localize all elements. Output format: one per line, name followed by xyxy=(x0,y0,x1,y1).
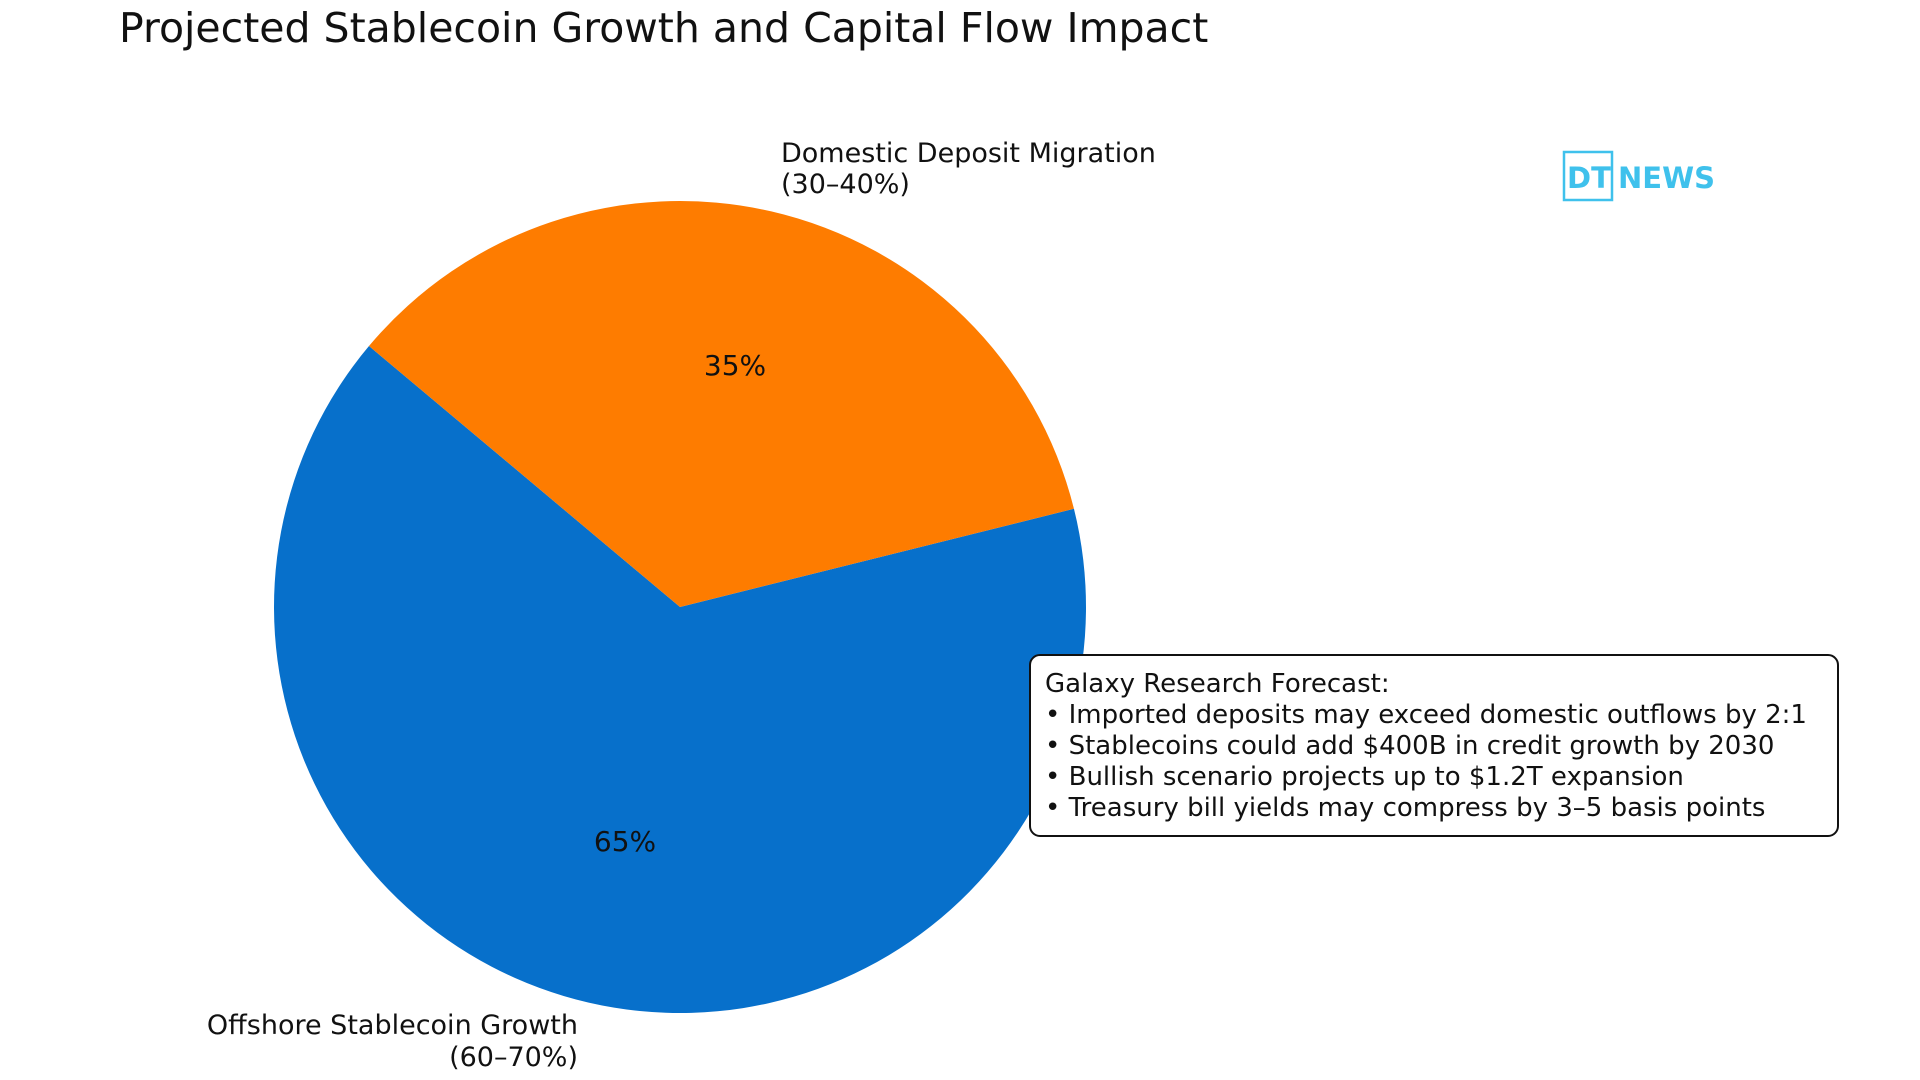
logo-text-dt: DT xyxy=(1567,161,1611,195)
annotation-title: Galaxy Research Forecast: xyxy=(1045,669,1390,699)
pie-slice-domestic xyxy=(368,201,1074,608)
pie-slice-offshore xyxy=(274,346,1087,1014)
annotation-bullet: • Imported deposits may exceed domestic … xyxy=(1045,700,1807,730)
slice-label-offshore-line1: Offshore Stablecoin Growth xyxy=(207,1010,578,1041)
slice-label-domestic-line2: (30–40%) xyxy=(781,169,910,200)
annotation-box: Galaxy Research Forecast: • Imported dep… xyxy=(1029,654,1839,837)
slice-label-offshore-line2: (60–70%) xyxy=(449,1042,578,1073)
dt-news-logo: DT NEWS xyxy=(1562,150,1715,202)
annotation-frame xyxy=(1029,654,1839,837)
slice-pct-domestic: 35% xyxy=(704,349,766,382)
pie xyxy=(274,201,1087,1014)
logo-frame xyxy=(1562,150,1614,202)
annotation-bullet: • Bullish scenario projects up to $1.2T … xyxy=(1045,762,1684,792)
annotation-bullet: • Stablecoins could add $400B in credit … xyxy=(1045,731,1774,761)
chart-title: Projected Stablecoin Growth and Capital … xyxy=(119,4,1208,52)
annotation-bullet: • Treasury bill yields may compress by 3… xyxy=(1045,793,1765,823)
logo-text-news: NEWS xyxy=(1618,161,1715,195)
slice-pct-offshore: 65% xyxy=(594,825,656,858)
slice-label-domestic-line1: Domestic Deposit Migration xyxy=(781,138,1156,169)
